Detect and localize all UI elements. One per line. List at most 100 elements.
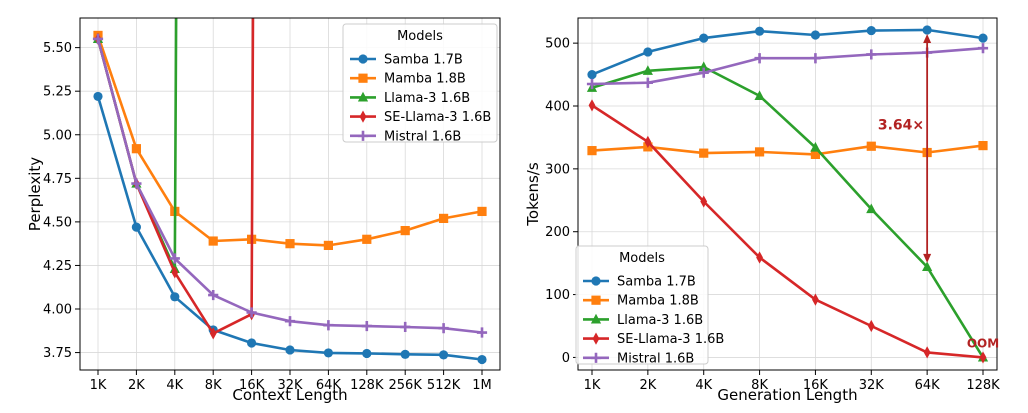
- plot-frame: [79, 17, 501, 371]
- data-point: [438, 323, 449, 334]
- y-tick-label: 300: [545, 162, 570, 177]
- data-point: [131, 222, 141, 232]
- y-axis-label: Perplexity: [26, 157, 44, 231]
- data-point: [439, 350, 449, 360]
- x-tick-label: 256K: [389, 378, 423, 393]
- data-point: [586, 78, 598, 90]
- data-point: [642, 77, 653, 88]
- x-tick-label: 8K: [751, 378, 768, 393]
- data-point: [812, 293, 819, 306]
- x-tick-label: 2K: [128, 378, 145, 393]
- legend-label: SE-Llama-3 1.6B: [617, 332, 724, 347]
- data-point: [754, 26, 765, 36]
- y-tick-label: 5.00: [43, 128, 72, 143]
- data-point: [284, 316, 296, 327]
- legend-swatch-marker: [359, 110, 367, 123]
- legend: Models Samba 1.7B Mamba 1.8B Llama-3 1.6B SE…: [342, 23, 498, 144]
- series-line: [591, 28, 984, 76]
- data-point: [979, 351, 987, 364]
- x-tick-label: 16K: [239, 378, 265, 393]
- data-point: [700, 195, 708, 208]
- legend-swatch-marker: [591, 295, 601, 305]
- x-tick-label: 1K: [90, 378, 107, 393]
- data-point: [476, 327, 488, 338]
- x-tick-label: 16K: [803, 378, 829, 393]
- data-point: [400, 321, 411, 333]
- data-point: [477, 354, 487, 365]
- x-tick-label: 64K: [316, 378, 342, 393]
- data-point: [362, 348, 372, 359]
- data-point: [643, 47, 653, 57]
- y-tick-label: 100: [545, 288, 570, 303]
- x-tick-label: 4K: [166, 378, 183, 393]
- data-point: [285, 345, 295, 355]
- legend-label: SE-Llama-3 1.6B: [384, 110, 491, 125]
- legend-box: [575, 245, 709, 365]
- data-point: [247, 338, 257, 348]
- data-point: [922, 261, 933, 272]
- y-tick-label: 4.00: [43, 303, 72, 318]
- data-point: [400, 225, 410, 236]
- legend-label: Mamba 1.8B: [617, 294, 699, 309]
- data-point: [93, 91, 103, 102]
- data-point: [588, 99, 596, 112]
- data-point: [699, 148, 709, 158]
- data-point: [644, 135, 652, 148]
- legend-swatch-marker: [591, 276, 601, 286]
- data-point: [866, 141, 876, 151]
- x-tick-label: 1M: [472, 378, 492, 393]
- legend-box: [342, 23, 498, 143]
- legend-title: Models: [619, 251, 665, 266]
- speedup-label: 3.64×: [878, 117, 924, 133]
- series-line: [591, 144, 984, 156]
- legend-label: Mistral 1.6B: [617, 351, 694, 366]
- data-point: [754, 147, 765, 157]
- x-tick-label: 8K: [205, 378, 222, 393]
- y-tick-label: 0: [562, 351, 570, 366]
- ratio-arrow-head: [923, 33, 932, 43]
- data-point: [866, 49, 877, 60]
- data-point: [866, 203, 877, 214]
- data-point: [131, 144, 141, 154]
- legend-title: Models: [397, 29, 443, 44]
- data-point: [867, 319, 875, 333]
- y-tick-label: 400: [545, 100, 570, 115]
- legend-label: Samba 1.7B: [384, 53, 463, 68]
- data-point: [587, 69, 597, 80]
- data-point: [323, 348, 333, 358]
- y-tick-label: 4.50: [43, 215, 72, 230]
- legend-swatch-marker: [590, 352, 602, 363]
- series-group: [586, 25, 989, 364]
- data-point: [208, 236, 218, 246]
- y-tick-label: 4.25: [43, 259, 72, 274]
- data-point: [361, 320, 372, 332]
- oom-label: OOM: [967, 336, 999, 350]
- x-tick-label: 64K: [915, 378, 941, 393]
- y-tick-label: 4.75: [43, 172, 72, 187]
- y-tick-label: 5.50: [43, 41, 72, 56]
- x-tick-label: 2K: [639, 378, 656, 393]
- legend-swatch-marker: [592, 332, 600, 345]
- data-point: [810, 53, 821, 64]
- data-point: [699, 33, 709, 43]
- throughput-chart: 0 100 200 300 400 500 1K 2K 4K 8K 16K 32K 64K 128K Gen…: [524, 17, 1000, 404]
- data-point: [922, 25, 932, 35]
- x-tick-label: 512K: [427, 378, 461, 393]
- ratio-arrow-head: [923, 253, 932, 263]
- data-point: [754, 53, 765, 64]
- legend-swatch-marker: [590, 313, 602, 324]
- data-point: [810, 149, 821, 159]
- data-point: [698, 61, 709, 72]
- legend-label: Mamba 1.8B: [384, 72, 466, 87]
- data-point: [208, 289, 219, 301]
- data-point: [587, 146, 597, 156]
- series-line: [591, 104, 984, 359]
- y-tick-label: 200: [545, 225, 570, 240]
- data-point: [978, 141, 988, 151]
- data-point: [754, 90, 765, 101]
- legend-swatch-marker: [358, 73, 368, 83]
- y-tick-label: 500: [545, 37, 570, 52]
- data-point: [477, 206, 487, 217]
- legend-label: Llama-3 1.6B: [384, 91, 470, 106]
- legend-label: Llama-3 1.6B: [617, 313, 703, 328]
